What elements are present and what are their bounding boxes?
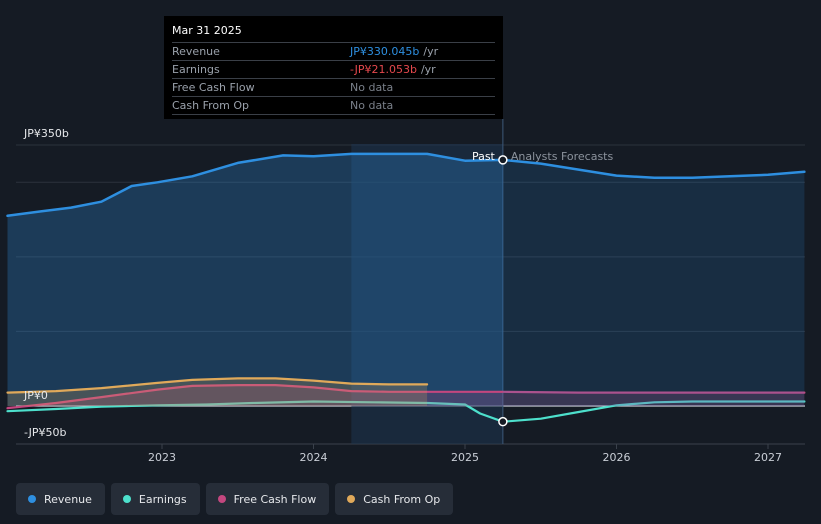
series-layer [6, 152, 806, 423]
earnings-forecast-line [501, 400, 806, 423]
legend-item-revenue[interactable]: Revenue [16, 483, 105, 515]
tooltip: Mar 31 2025 Revenue JP¥330.045b /yr Earn… [164, 16, 503, 119]
legend-item-free-cash-flow[interactable]: Free Cash Flow [205, 483, 330, 515]
cash-from-op-line [6, 377, 429, 394]
y-axis-label: -JP¥50b [24, 426, 66, 439]
tooltip-row-label: Cash From Op [172, 99, 250, 112]
x-tick-label: 2023 [148, 451, 176, 464]
past-year-highlight [351, 144, 503, 444]
legend-item-earnings[interactable]: Earnings [110, 483, 200, 515]
chart-labels: JP¥350b JP¥0 -JP¥50b 2023 2024 2025 2026 2027 Pa… [23, 127, 782, 464]
y-axis-label: JP¥0 [23, 389, 48, 402]
earnings-line [6, 400, 504, 423]
y-axis-label: JP¥350b [23, 127, 69, 140]
tooltip-date: Mar 31 2025 [172, 24, 495, 43]
x-tick-label: 2025 [451, 451, 479, 464]
earnings-marker [498, 416, 508, 427]
legend-dot-icon [347, 495, 356, 503]
revenue-area [7, 153, 503, 406]
tooltip-row-unit: /yr [420, 63, 436, 76]
cash-from-op-area [7, 378, 428, 406]
tooltip-row-label: Free Cash Flow [172, 81, 255, 94]
legend-label: Revenue [44, 492, 92, 506]
legend-item-cash-from-op[interactable]: Cash From Op [335, 483, 454, 515]
legend-dot-icon [122, 495, 131, 503]
chart-markers [498, 155, 508, 427]
tooltip-row-free-cash-flow: Free Cash Flow No data [172, 79, 495, 97]
free-cash-flow-area [7, 385, 805, 409]
tooltip-row-cash-from-op: Cash From Op No data [172, 97, 495, 115]
tooltip-row-value: No data [350, 99, 394, 112]
tooltip-row-value: -JP¥21.053b [350, 63, 417, 76]
tooltip-row-value: No data [350, 81, 394, 94]
x-tick-label: 2026 [603, 451, 631, 464]
legend-label: Earnings [138, 492, 187, 506]
revenue-line [6, 152, 505, 218]
tooltip-row-earnings: Earnings -JP¥21.053b /yr [172, 61, 495, 79]
past-label: Past [472, 150, 496, 163]
revenue-marker [498, 155, 508, 165]
revenue-forecast-area [502, 159, 805, 406]
legend-label: Free Cash Flow [233, 492, 317, 506]
tooltip-row-label: Earnings [172, 63, 220, 76]
legend: Revenue Earnings Free Cash Flow Cash Fro… [16, 483, 454, 515]
tooltip-row-label: Revenue [172, 45, 220, 58]
legend-dot-icon [217, 495, 226, 503]
forecast-label: Analysts Forecasts [511, 150, 614, 163]
tooltip-row-revenue: Revenue JP¥330.045b /yr [172, 43, 495, 61]
revenue-forecast-line [501, 158, 806, 180]
x-tick-label: 2027 [754, 451, 782, 464]
tooltip-row-unit: /yr [423, 45, 439, 58]
tooltip-row-value: JP¥330.045b [350, 45, 420, 58]
shade-regions [351, 119, 504, 444]
legend-dot-icon [28, 495, 36, 503]
free-cash-flow-line [6, 384, 806, 410]
x-tick-label: 2024 [300, 451, 328, 464]
legend-label: Cash From Op [363, 492, 441, 506]
